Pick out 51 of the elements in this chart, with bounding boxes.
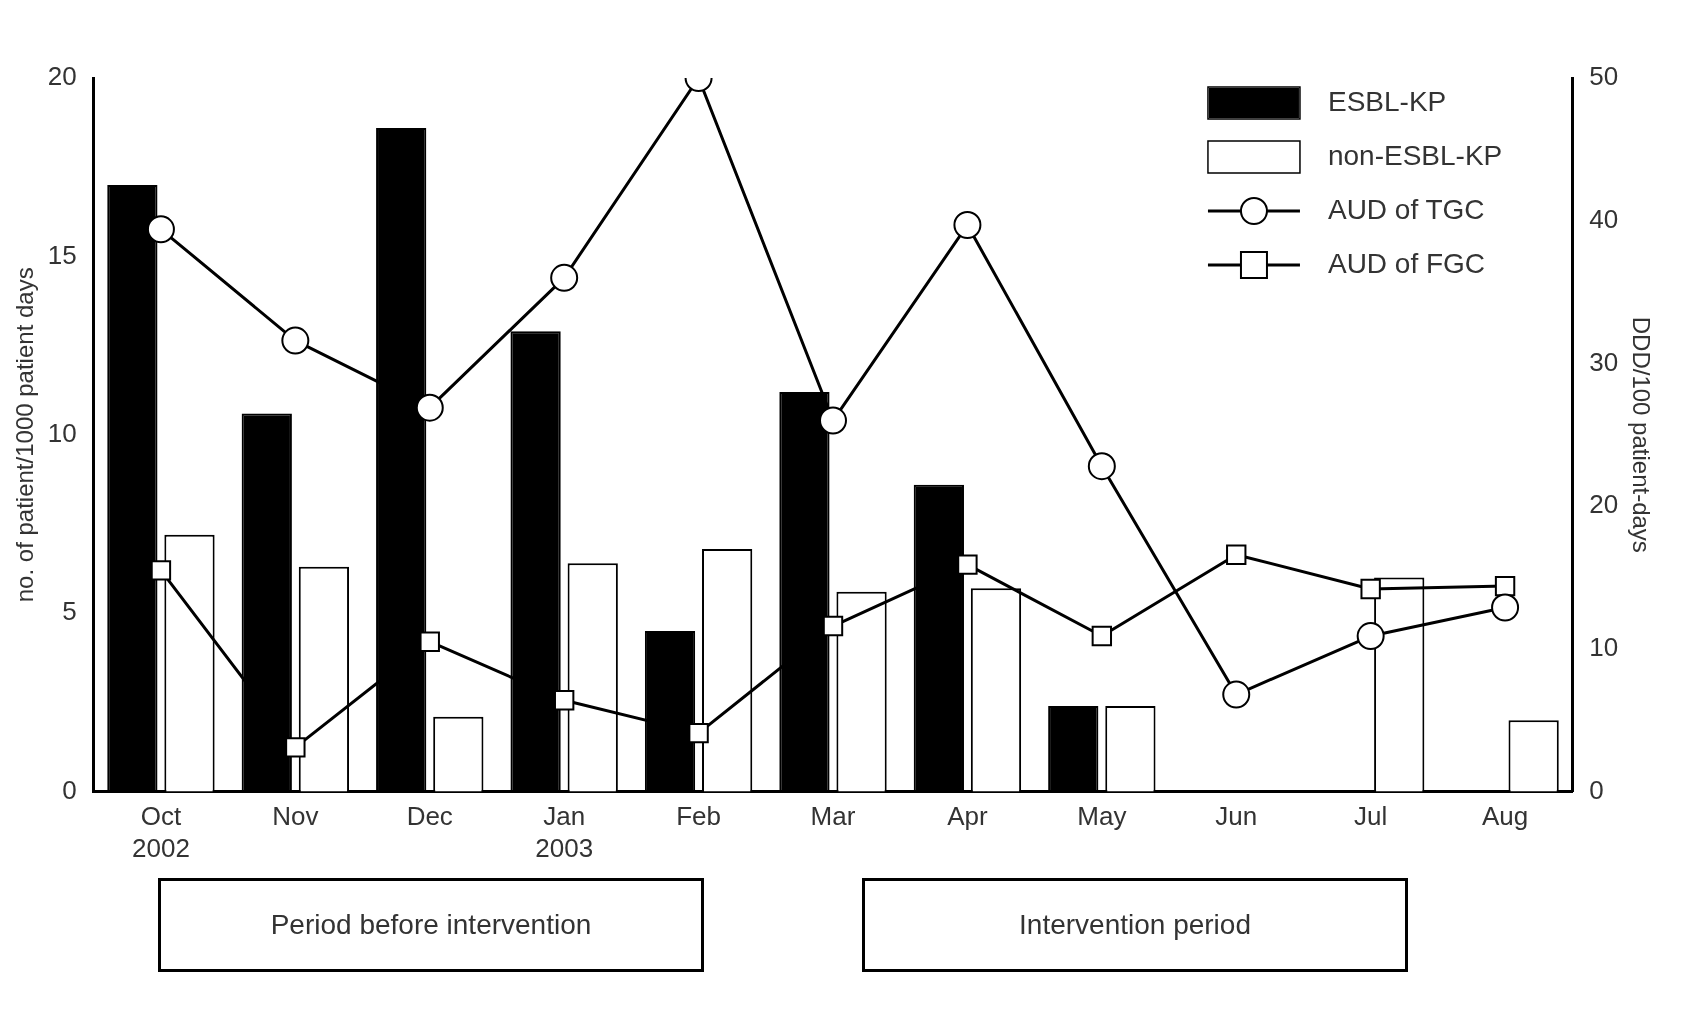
point xyxy=(1356,622,1385,651)
y2-axis-title: DDD/100 patient-days xyxy=(1627,316,1655,553)
point xyxy=(281,326,310,355)
x-tick-label: Jun xyxy=(1215,801,1258,832)
point xyxy=(419,631,440,652)
legend-label: non-ESBL-KP xyxy=(1327,139,1503,171)
point xyxy=(146,215,175,244)
x-tick-label: Jul xyxy=(1354,801,1388,832)
point xyxy=(957,554,978,575)
point xyxy=(285,737,306,758)
y-tick-label: 5 xyxy=(62,596,77,627)
legend-label: ESBL-KP xyxy=(1327,85,1447,117)
point xyxy=(550,263,579,292)
point xyxy=(822,615,844,637)
point xyxy=(1222,680,1251,709)
legend-label: AUD of TGC xyxy=(1327,193,1485,225)
legend-label: AUD of FGC xyxy=(1327,247,1486,279)
x-tick-label: Oct 2002 xyxy=(132,801,190,863)
y-tick-label: 15 xyxy=(47,239,77,270)
point xyxy=(1494,575,1516,597)
x-tick-label: Aug xyxy=(1481,801,1529,832)
y-tick-label: 0 xyxy=(62,774,77,805)
y2-tick-label: 30 xyxy=(1589,346,1619,377)
point xyxy=(688,722,709,744)
y2-tick-label: 40 xyxy=(1589,203,1619,234)
point xyxy=(1091,625,1113,647)
x-tick-label: Dec xyxy=(406,801,453,832)
x-tick-label: Mar xyxy=(810,801,856,832)
y2-tick-label: 50 xyxy=(1589,61,1619,92)
point xyxy=(1087,452,1116,481)
y2-tick-label: 0 xyxy=(1589,774,1604,805)
y-axis-title: no. of patient/1000 patient days xyxy=(11,267,39,603)
point xyxy=(415,393,444,422)
y-tick-label: 20 xyxy=(47,61,77,92)
y-tick-label: 10 xyxy=(47,417,77,448)
x-tick-label: Apr xyxy=(947,801,988,832)
x-tick-label: Nov xyxy=(272,801,319,832)
point xyxy=(1360,578,1381,600)
point xyxy=(553,690,575,711)
text: Intervention period xyxy=(862,878,1408,972)
x-tick-label: May xyxy=(1077,801,1127,832)
x-tick-label: Jan 2003 xyxy=(535,801,594,863)
point xyxy=(150,560,172,581)
point xyxy=(819,406,847,435)
text: Period before intervention xyxy=(158,878,704,972)
x-tick-label: Feb xyxy=(676,801,721,832)
point xyxy=(1491,593,1520,622)
point xyxy=(953,211,982,239)
y2-tick-label: 20 xyxy=(1589,489,1619,520)
point xyxy=(1226,544,1247,565)
y2-tick-label: 10 xyxy=(1589,632,1619,663)
